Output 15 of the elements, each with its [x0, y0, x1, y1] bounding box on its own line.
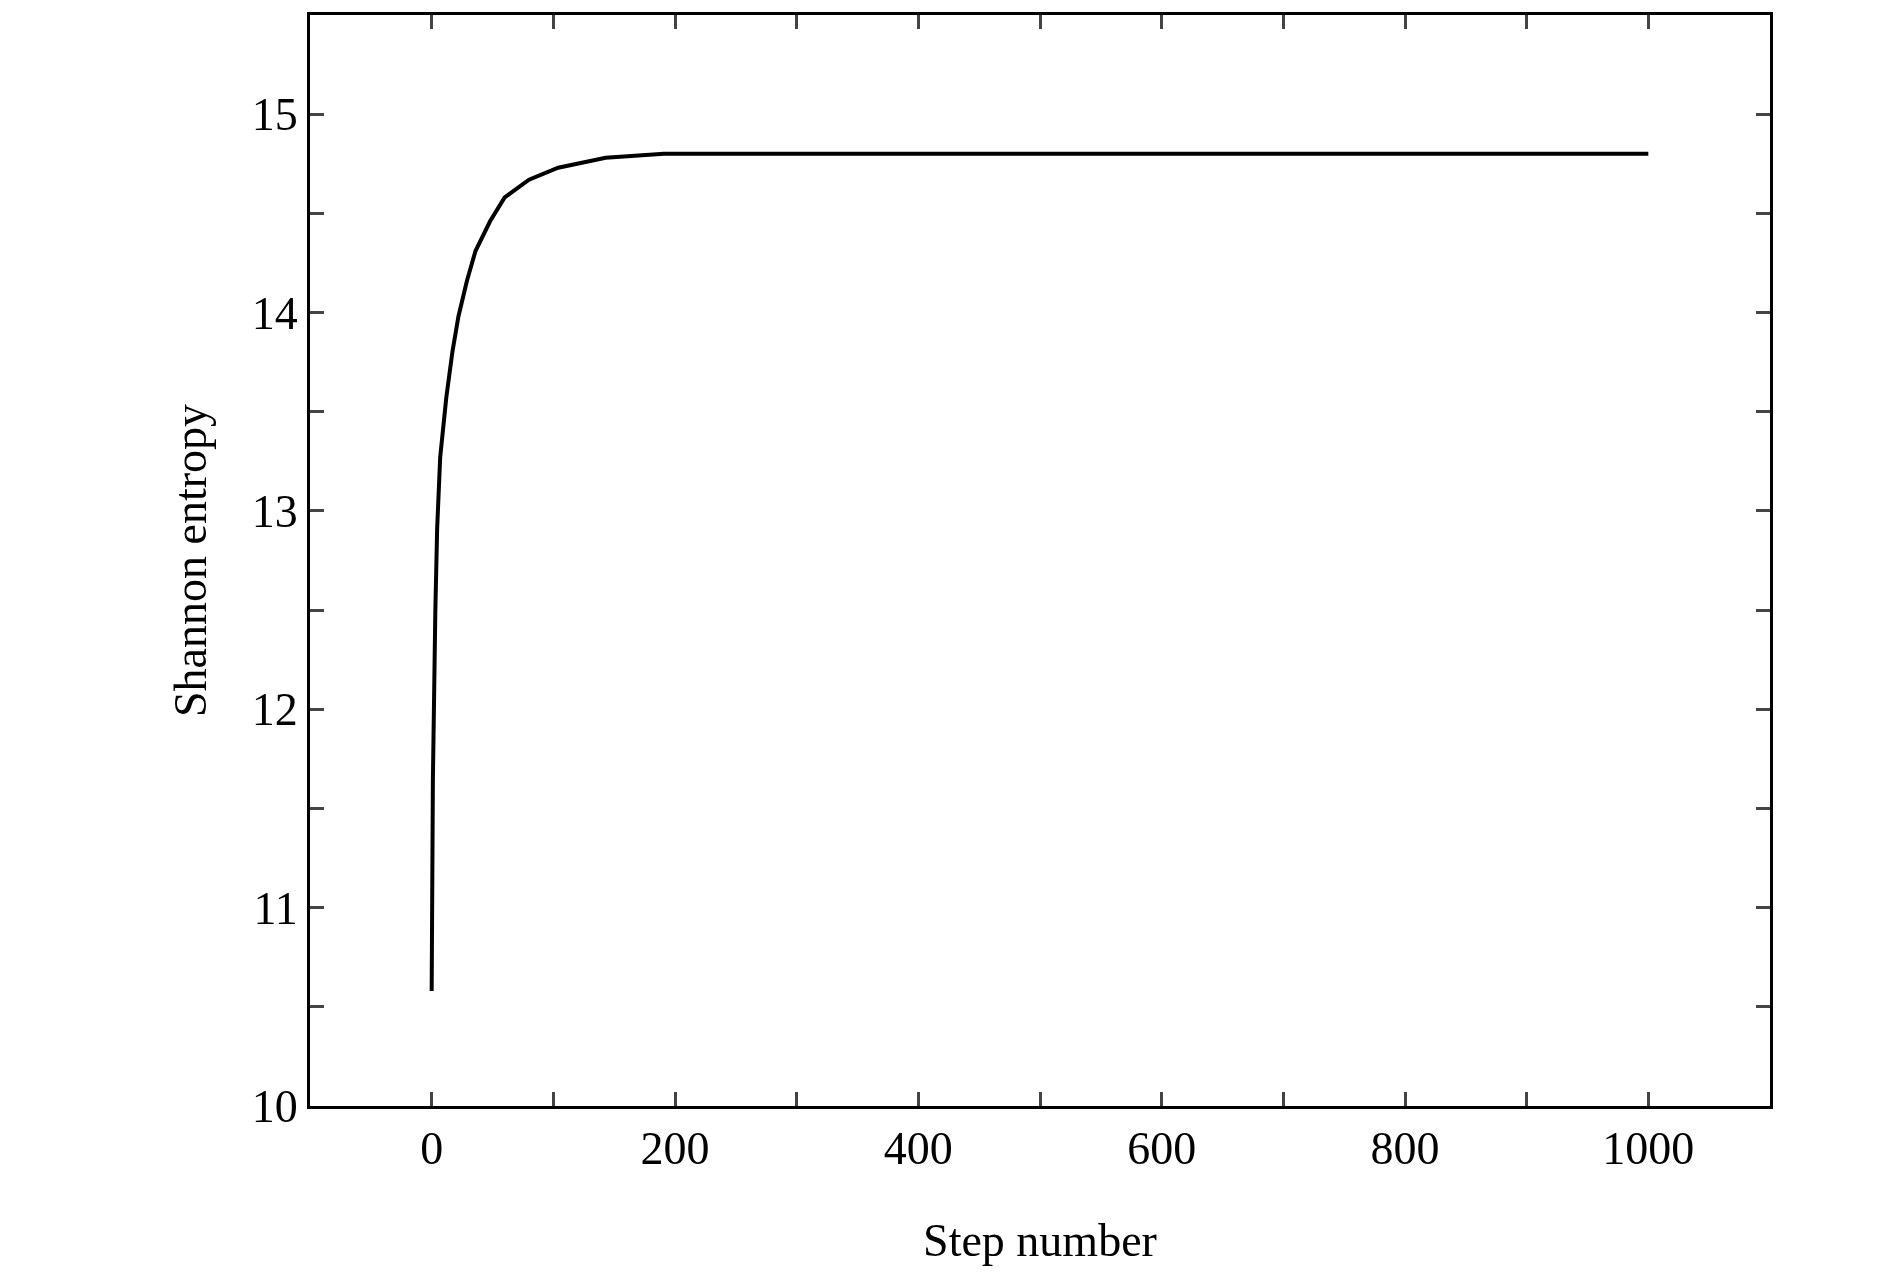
y-tick-label: 14: [251, 287, 298, 339]
x-tick-label: 400: [883, 1123, 953, 1175]
y-axis-title: Shannon entropy: [165, 403, 216, 718]
y-tick-label: 12: [251, 684, 298, 736]
x-tick-label: 1000: [1602, 1123, 1695, 1175]
y-tick-label: 13: [251, 486, 298, 538]
x-tick-label: 0: [420, 1123, 444, 1175]
x-axis-title: Step number: [923, 1215, 1157, 1266]
x-tick-label: 200: [640, 1123, 710, 1175]
y-tick-label: 10: [251, 1081, 298, 1133]
line-series: [429, 151, 1651, 993]
x-tick-label: 800: [1370, 1123, 1440, 1175]
y-tick-label: 11: [253, 882, 298, 934]
x-tick-label: 600: [1127, 1123, 1197, 1175]
y-tick-label: 15: [251, 89, 298, 141]
